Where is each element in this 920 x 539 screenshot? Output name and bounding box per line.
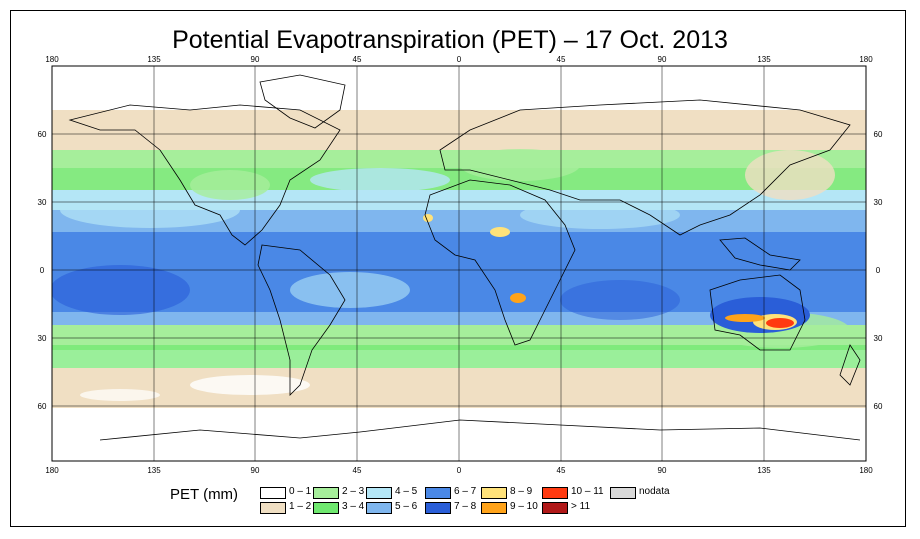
lat-tick-left: 0	[40, 266, 45, 275]
lon-tick-top: 45	[557, 55, 566, 64]
lon-tick-bottom: 135	[147, 466, 161, 475]
lat-tick-right: 60	[874, 402, 883, 411]
lon-tick-bottom: 0	[457, 466, 462, 475]
legend-label: 4 – 5	[395, 486, 418, 497]
lat-tick-left: 30	[38, 198, 47, 207]
lon-tick-top: 180	[859, 55, 873, 64]
legend-label: 3 – 4	[342, 501, 365, 512]
lon-tick-top: 90	[251, 55, 260, 64]
lon-tick-top: 45	[353, 55, 362, 64]
legend-label: 9 – 10	[510, 501, 538, 512]
figure-frame	[10, 10, 906, 527]
legend-label: 0 – 1	[289, 486, 312, 497]
legend-label: nodata	[639, 486, 670, 497]
legend-label: > 11	[571, 501, 590, 512]
lon-tick-top: 135	[147, 55, 161, 64]
legend-swatch	[260, 487, 286, 499]
legend-label: 8 – 9	[510, 486, 533, 497]
lon-tick-top: 90	[658, 55, 667, 64]
legend-swatch	[481, 502, 507, 514]
coastlines	[68, 74, 861, 441]
legend-swatch	[260, 502, 286, 514]
lon-tick-bottom: 135	[757, 466, 771, 475]
legend-swatch	[366, 502, 392, 514]
lon-tick-bottom: 90	[251, 466, 260, 475]
lon-tick-top: 180	[45, 55, 59, 64]
lat-tick-left: 30	[38, 334, 47, 343]
lat-tick-left: 60	[38, 130, 47, 139]
lat-tick-left: 60	[38, 402, 47, 411]
lon-tick-bottom: 180	[45, 466, 59, 475]
lon-tick-bottom: 180	[859, 466, 873, 475]
legend-swatch	[610, 487, 636, 499]
legend-label: 2 – 3	[342, 486, 365, 497]
lon-tick-top: 135	[757, 55, 771, 64]
lon-tick-bottom: 90	[658, 466, 667, 475]
lat-tick-right: 30	[874, 334, 883, 343]
legend-label: 6 – 7	[454, 486, 477, 497]
lat-tick-right: 0	[876, 266, 881, 275]
legend-swatch	[481, 487, 507, 499]
legend-label: 1 – 2	[289, 501, 312, 512]
lat-tick-right: 60	[874, 130, 883, 139]
legend-label: 7 – 8	[454, 501, 477, 512]
lon-tick-top: 0	[457, 55, 462, 64]
legend-label: 5 – 6	[395, 501, 418, 512]
legend-swatch	[313, 502, 339, 514]
legend-swatch	[425, 487, 451, 499]
map-title: Potential Evapotranspiration (PET) – 17 …	[172, 26, 728, 54]
lat-tick-right: 30	[874, 198, 883, 207]
lon-tick-bottom: 45	[353, 466, 362, 475]
legend-swatch	[313, 487, 339, 499]
map-border	[51, 65, 867, 462]
legend-swatch	[366, 487, 392, 499]
legend-title: PET (mm)	[170, 486, 239, 503]
lon-tick-bottom: 45	[557, 466, 566, 475]
graticule	[52, 66, 866, 461]
pet-field	[52, 66, 866, 461]
legend-label: 10 – 11	[571, 486, 604, 497]
legend-swatch	[542, 487, 568, 499]
legend-swatch	[542, 502, 568, 514]
legend-swatch	[425, 502, 451, 514]
